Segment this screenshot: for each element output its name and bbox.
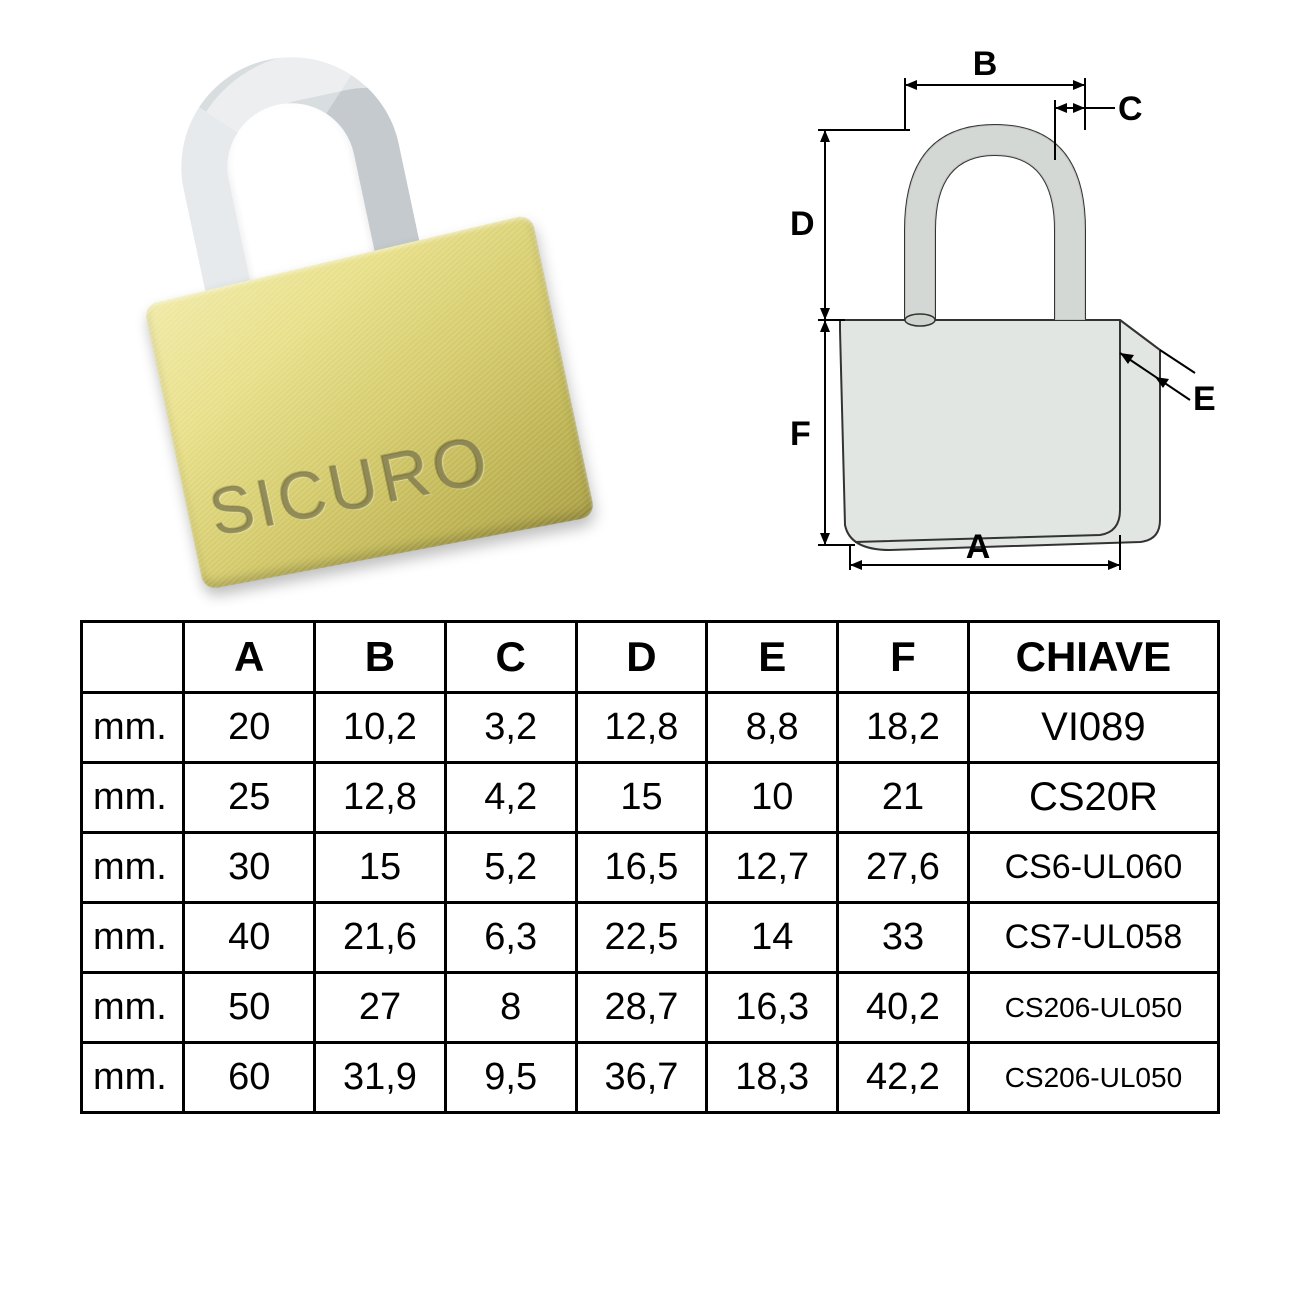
dim-cell: 10,2 xyxy=(315,693,446,763)
label-A: A xyxy=(966,528,991,566)
header-B: B xyxy=(315,622,446,693)
dim-cell: 22,5 xyxy=(576,903,707,973)
diagram-body xyxy=(840,320,1160,550)
key-cell: CS206-UL050 xyxy=(968,973,1218,1043)
dim-cell: 21,6 xyxy=(315,903,446,973)
dim-cell: 60 xyxy=(184,1043,315,1113)
key-cell: CS7-UL058 xyxy=(968,903,1218,973)
key-cell: VI089 xyxy=(968,693,1218,763)
label-E: E xyxy=(1193,380,1216,418)
unit-cell: mm. xyxy=(82,973,184,1043)
dim-C: C xyxy=(1055,90,1143,160)
header-C: C xyxy=(445,622,576,693)
label-C: C xyxy=(1118,90,1143,128)
label-D: D xyxy=(790,205,815,243)
dim-cell: 16,5 xyxy=(576,833,707,903)
unit-cell: mm. xyxy=(82,903,184,973)
dim-cell: 10 xyxy=(707,763,838,833)
dim-cell: 50 xyxy=(184,973,315,1043)
table-row: mm.2010,23,212,88,818,2VI089 xyxy=(82,693,1219,763)
unit-cell: mm. xyxy=(82,763,184,833)
table-row: mm.30155,216,512,727,6CS6-UL060 xyxy=(82,833,1219,903)
header-F: F xyxy=(838,622,969,693)
dim-cell: 40,2 xyxy=(838,973,969,1043)
header-E: E xyxy=(707,622,838,693)
dim-cell: 27 xyxy=(315,973,446,1043)
dim-cell: 18,2 xyxy=(838,693,969,763)
dim-cell: 40 xyxy=(184,903,315,973)
dim-cell: 28,7 xyxy=(576,973,707,1043)
dim-cell: 20 xyxy=(184,693,315,763)
dim-cell: 18,3 xyxy=(707,1043,838,1113)
key-cell: CS206-UL050 xyxy=(968,1043,1218,1113)
padlock-photo: SICURO xyxy=(80,40,600,560)
dim-cell: 8,8 xyxy=(707,693,838,763)
header-D: D xyxy=(576,622,707,693)
label-F: F xyxy=(790,415,811,453)
key-cell: CS6-UL060 xyxy=(968,833,1218,903)
label-B: B xyxy=(973,45,998,83)
dim-cell: 9,5 xyxy=(445,1043,576,1113)
dim-D: D xyxy=(790,130,910,320)
brand-text: SICURO xyxy=(203,420,498,552)
diagram-shackle xyxy=(905,125,1085,326)
dim-cell: 15 xyxy=(576,763,707,833)
dim-B: B xyxy=(905,45,1085,130)
dim-cell: 12,8 xyxy=(315,763,446,833)
dim-cell: 4,2 xyxy=(445,763,576,833)
dim-cell: 27,6 xyxy=(838,833,969,903)
dim-cell: 12,8 xyxy=(576,693,707,763)
unit-cell: mm. xyxy=(82,1043,184,1113)
key-cell: CS20R xyxy=(968,763,1218,833)
table-header-row: A B C D E F CHIAVE xyxy=(82,622,1219,693)
dim-cell: 42,2 xyxy=(838,1043,969,1113)
header-blank xyxy=(82,622,184,693)
dim-cell: 3,2 xyxy=(445,693,576,763)
dimensions-table: A B C D E F CHIAVE mm.2010,23,212,88,818… xyxy=(80,620,1220,1114)
dim-cell: 12,7 xyxy=(707,833,838,903)
table-row: mm.5027828,716,340,2CS206-UL050 xyxy=(82,973,1219,1043)
dim-cell: 14 xyxy=(707,903,838,973)
dim-cell: 8 xyxy=(445,973,576,1043)
dim-cell: 16,3 xyxy=(707,973,838,1043)
dim-cell: 21 xyxy=(838,763,969,833)
dim-cell: 33 xyxy=(838,903,969,973)
unit-cell: mm. xyxy=(82,693,184,763)
dim-cell: 30 xyxy=(184,833,315,903)
dim-cell: 25 xyxy=(184,763,315,833)
dim-cell: 5,2 xyxy=(445,833,576,903)
header-key: CHIAVE xyxy=(968,622,1218,693)
dimension-diagram: B C D xyxy=(720,30,1240,570)
unit-cell: mm. xyxy=(82,833,184,903)
table-row: mm.4021,66,322,51433CS7-UL058 xyxy=(82,903,1219,973)
dim-cell: 15 xyxy=(315,833,446,903)
header-A: A xyxy=(184,622,315,693)
dim-cell: 6,3 xyxy=(445,903,576,973)
dim-cell: 36,7 xyxy=(576,1043,707,1113)
table-row: mm.2512,84,2151021CS20R xyxy=(82,763,1219,833)
dim-cell: 31,9 xyxy=(315,1043,446,1113)
table-row: mm.6031,99,536,718,342,2CS206-UL050 xyxy=(82,1043,1219,1113)
